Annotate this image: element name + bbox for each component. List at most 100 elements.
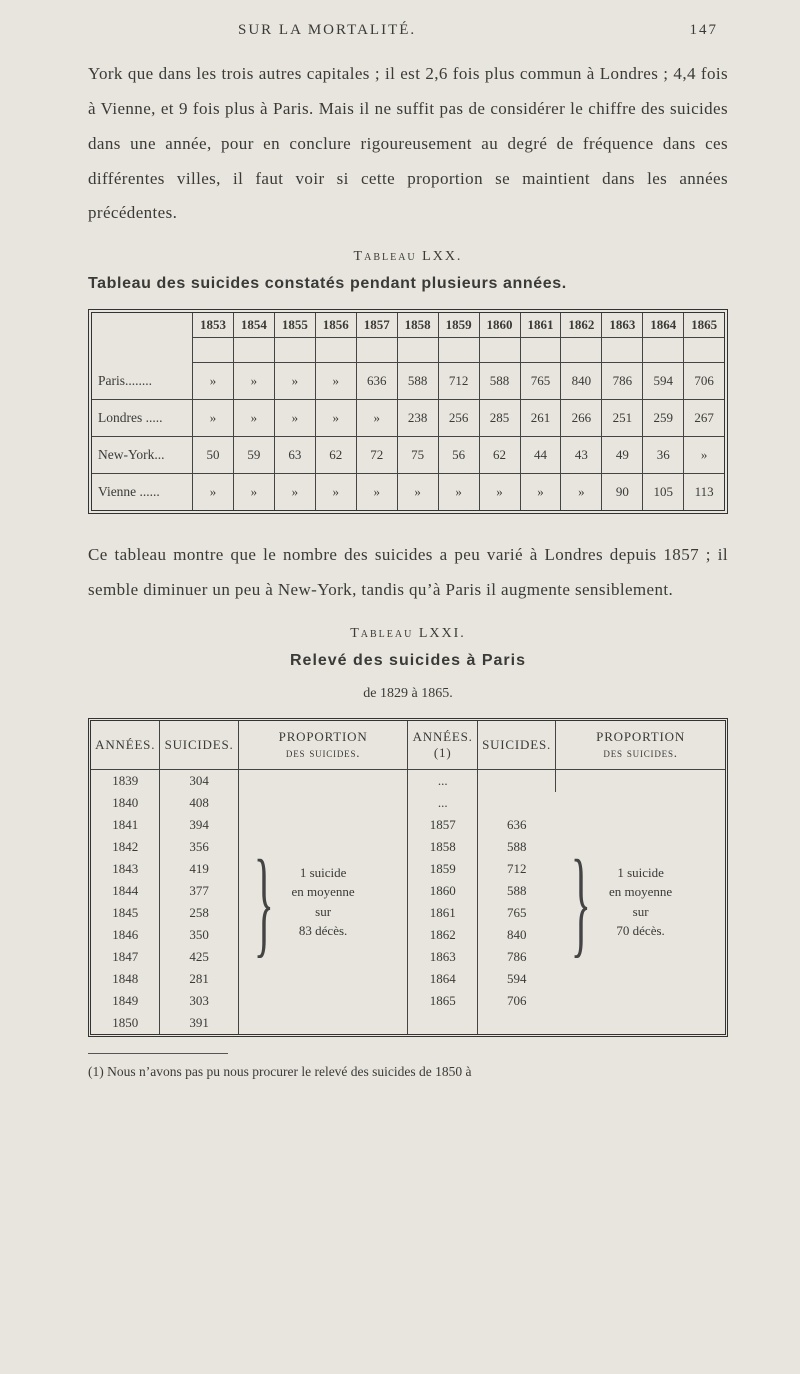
tableA-cell: 267 bbox=[684, 400, 724, 437]
tableA-cell: 261 bbox=[521, 400, 562, 437]
tableA-cell: 105 bbox=[643, 474, 684, 510]
tableB-year: 1839 bbox=[91, 769, 160, 792]
tableB-wrapper: ANNÉES. SUICIDES. PROPORTION des suicide… bbox=[88, 718, 728, 1037]
prop-line: 1 suicide bbox=[617, 865, 664, 880]
tableA-cell: 62 bbox=[480, 437, 521, 474]
tableA-cell: » bbox=[357, 474, 398, 510]
table-row: Londres ..... » » » » » 238 256 285 261 … bbox=[92, 400, 724, 437]
tableB-year: 1843 bbox=[91, 858, 160, 880]
tableB-su: 304 bbox=[160, 769, 238, 792]
tableB-caption: Tableau LXXI. bbox=[88, 626, 728, 642]
prop-line: en moyenne bbox=[292, 884, 355, 899]
tableB-su: 408 bbox=[160, 792, 238, 814]
tableA-cell: » bbox=[316, 400, 357, 437]
tableA-rowlabel: New-York... bbox=[92, 437, 193, 474]
tableB-year: 1863 bbox=[408, 946, 477, 968]
tableA-year: 1863 bbox=[602, 313, 643, 338]
tableB-su: 377 bbox=[160, 880, 238, 902]
tableA-cell: » bbox=[193, 474, 234, 510]
tableA-rowlabel: Londres ..... bbox=[92, 400, 193, 437]
tableA-cell: » bbox=[234, 363, 275, 400]
tableA-caption: Tableau LXX. bbox=[88, 249, 728, 265]
tableA-cell: 36 bbox=[643, 437, 684, 474]
tableA-cell: » bbox=[193, 400, 234, 437]
tableB-su: 706 bbox=[477, 990, 555, 1012]
tableB-year: 1862 bbox=[408, 924, 477, 946]
tableB-year: 1840 bbox=[91, 792, 160, 814]
tableA-year: 1860 bbox=[480, 313, 521, 338]
tableB-head: SUICIDES. bbox=[160, 721, 238, 770]
tableA-cell: 56 bbox=[439, 437, 480, 474]
tableB-year: 1860 bbox=[408, 880, 477, 902]
tableA-cell: » bbox=[684, 437, 724, 474]
tableB-year: 1859 bbox=[408, 858, 477, 880]
tableA-cell: » bbox=[561, 474, 602, 510]
tableB-su: 425 bbox=[160, 946, 238, 968]
tableA-cell: 59 bbox=[234, 437, 275, 474]
tableB-year: 1848 bbox=[91, 968, 160, 990]
tableB-year: 1841 bbox=[91, 814, 160, 836]
tableB-year: 1858 bbox=[408, 836, 477, 858]
tableB-su bbox=[477, 792, 555, 814]
tableB-su: 588 bbox=[477, 836, 555, 858]
tableA-cell: 712 bbox=[439, 363, 480, 400]
tableB-su: 303 bbox=[160, 990, 238, 1012]
tableA-year: 1857 bbox=[357, 313, 398, 338]
prop-line: en moyenne bbox=[609, 884, 672, 899]
tableA-cell: » bbox=[193, 363, 234, 400]
tableA-rowlabel: Vienne ...... bbox=[92, 474, 193, 510]
paragraph-2: Ce tableau montre que le nombre des suic… bbox=[88, 538, 728, 608]
tableA-cell: 113 bbox=[684, 474, 724, 510]
table-row: 1839 304 } 1 suicide en moyenne sur 83 d… bbox=[91, 769, 725, 792]
page: SUR LA MORTALITÉ. 147 York que dans les … bbox=[0, 0, 800, 1374]
tableB-head: PROPORTION des suicides. bbox=[556, 721, 725, 770]
prop-line: 70 décès. bbox=[616, 923, 664, 938]
tableA-cell: 786 bbox=[602, 363, 643, 400]
tableB-title: Relevé des suicides à Paris bbox=[88, 652, 728, 670]
footnote-text: Nous n’avons pas pu nous procurer le rel… bbox=[107, 1064, 471, 1079]
prop-line: 1 suicide bbox=[300, 865, 347, 880]
tableA-cell: » bbox=[275, 400, 316, 437]
tableA-year: 1856 bbox=[316, 313, 357, 338]
table-row: Paris........ » » » » 636 588 712 588 76… bbox=[92, 363, 724, 400]
tableB-year: 1864 bbox=[408, 968, 477, 990]
tableB-su: 394 bbox=[160, 814, 238, 836]
tableA-cell: 588 bbox=[480, 363, 521, 400]
tableA-cell: » bbox=[521, 474, 562, 510]
tableA-year: 1865 bbox=[684, 313, 724, 338]
tableB-year: 1846 bbox=[91, 924, 160, 946]
tableB-su: 391 bbox=[160, 1012, 238, 1034]
tableA-cell: 43 bbox=[561, 437, 602, 474]
tableA-year: 1859 bbox=[439, 313, 480, 338]
tableA-cell: 588 bbox=[398, 363, 439, 400]
tableB-head: ANNÉES. bbox=[91, 721, 160, 770]
footnote-marker: (1) bbox=[88, 1064, 104, 1079]
tableA-cell: 238 bbox=[398, 400, 439, 437]
tableA-cell: » bbox=[234, 400, 275, 437]
tableA-year: 1858 bbox=[398, 313, 439, 338]
page-number: 147 bbox=[690, 22, 719, 39]
tableB-su bbox=[477, 769, 555, 792]
tableB-su bbox=[477, 1012, 555, 1034]
footnote-rule bbox=[88, 1053, 228, 1054]
prop-line: sur bbox=[315, 904, 331, 919]
tableA-corner bbox=[92, 313, 193, 338]
tableA-cell: 75 bbox=[398, 437, 439, 474]
table-row: Vienne ...... » » » » » » » » » » 90 105… bbox=[92, 474, 724, 510]
tableB-year: 1849 bbox=[91, 990, 160, 1012]
tableA-cell: » bbox=[234, 474, 275, 510]
tableA-cell: 636 bbox=[357, 363, 398, 400]
tableA-cell: 50 bbox=[193, 437, 234, 474]
tableA-cell: » bbox=[275, 474, 316, 510]
tableA-cell: 256 bbox=[439, 400, 480, 437]
tableB-year: 1842 bbox=[91, 836, 160, 858]
running-head-row: SUR LA MORTALITÉ. 147 bbox=[88, 22, 728, 39]
tableA-cell: 266 bbox=[561, 400, 602, 437]
tableA-year: 1855 bbox=[275, 313, 316, 338]
prop-line: sur bbox=[633, 904, 649, 919]
tableB-su: 350 bbox=[160, 924, 238, 946]
table-row: New-York... 50 59 63 62 72 75 56 62 44 4… bbox=[92, 437, 724, 474]
tableA: 1853 1854 1855 1856 1857 1858 1859 1860 … bbox=[88, 309, 728, 514]
tableA-cell: » bbox=[439, 474, 480, 510]
tableA-year: 1861 bbox=[521, 313, 562, 338]
